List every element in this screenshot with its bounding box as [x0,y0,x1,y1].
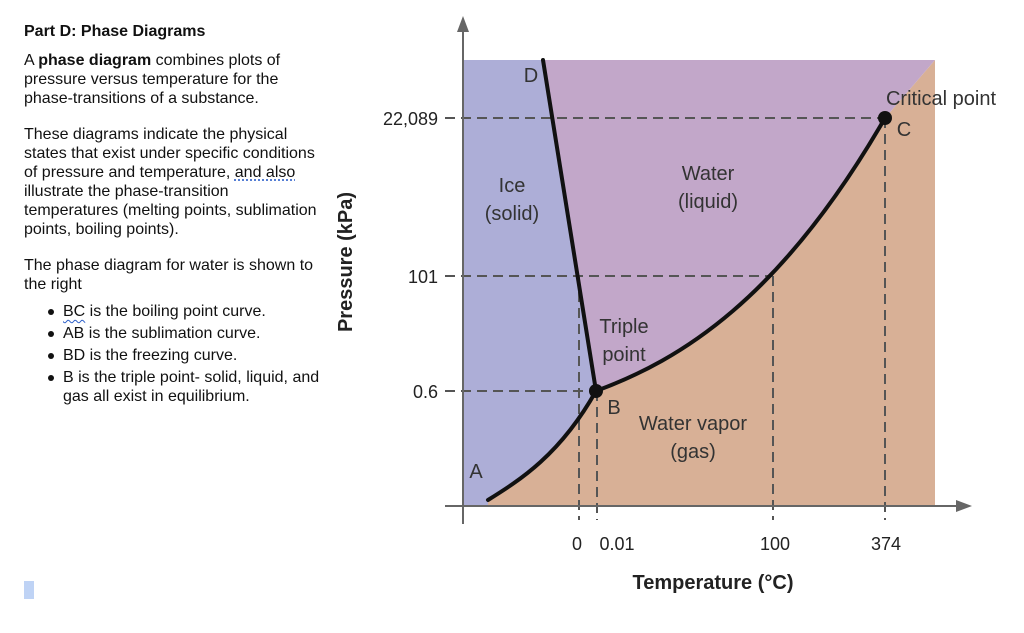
text-panel: Part D: Phase Diagrams A phase diagram c… [24,22,324,409]
solid-region [463,60,596,506]
liquid-region [543,60,935,391]
triple-point-marker [589,384,603,398]
x-tick-label: 0.01 [599,534,634,554]
list-item-text: BD is the freezing curve. [63,347,238,364]
point-d-label: D [524,65,538,87]
explanation-paragraph: These diagrams indicate the physical sta… [24,125,324,239]
ice-state-label: (solid) [485,203,539,225]
critical-point-label: Critical point [886,88,996,110]
intro-text-start: A [24,52,39,69]
reference-lines [445,117,886,520]
y-axis-arrow-icon [457,16,469,32]
intro-paragraph: A phase diagram combines plots of pressu… [24,51,324,108]
water-state-label: (liquid) [678,191,738,213]
water-label: Water [682,163,735,185]
explanation-text-start: These diagrams indicate the physical sta… [24,126,315,181]
x-tick-label: 100 [760,534,790,554]
list-item: BC is the boiling point curve. [40,302,324,321]
point-a-label: A [469,461,483,483]
y-tick-label: 22,089 [383,109,438,129]
x-tick-label: 374 [871,534,901,554]
intro-text-end: combines plots of pressure versus temper… [24,52,281,107]
sublimation-curve [486,389,598,502]
list-item: AB is the sublimation curve. [40,324,324,343]
vapor-label: Water vapor [639,413,748,435]
bullet-icon [48,353,54,359]
y-axis-label: Pressure (kPa) [335,192,357,332]
bullet-icon [48,375,54,381]
boiling-curve [594,116,887,393]
section-heading: Part D: Phase Diagrams [24,23,206,40]
bullet-icon [48,331,54,337]
list-item: BD is the freezing curve. [40,346,324,365]
text-cursor[interactable] [24,581,34,599]
ice-label: Ice [499,175,526,197]
water-paragraph: The phase diagram for water is shown to … [24,257,314,293]
y-tick-label: 0.6 [413,382,438,402]
explanation-text-end: illustrate the phase-transition temperat… [24,183,317,238]
freezing-curve [541,58,598,393]
critical-point-marker [878,111,892,125]
spell-flag-bc[interactable]: BC [63,303,86,320]
point-c-label: C [897,119,911,141]
phase-diagram-term: phase diagram [38,52,152,69]
phase-curves [486,58,887,502]
y-tick-label: 101 [408,267,438,287]
x-axis-arrow-icon [956,500,972,512]
x-tick-label: 0 [572,534,582,554]
triple-point-label: Triple [599,316,648,338]
list-item-text: AB is the sublimation curve. [63,325,261,342]
vapor-state-label: (gas) [670,441,716,463]
bullet-icon [48,309,54,315]
list-item: B is the triple point- solid, liquid, an… [40,368,324,406]
triple-point-label-line2: point [602,344,646,366]
axes [445,16,972,524]
list-item-text: B is the triple point- solid, liquid, an… [63,369,320,405]
x-axis-label: Temperature (°C) [633,572,794,594]
point-b-label: B [607,397,620,419]
list-item-text: is the boiling point curve. [85,303,266,320]
grammar-flag-and-also[interactable]: and also [234,164,296,181]
curve-list: BC is the boiling point curve. AB is the… [24,302,324,406]
